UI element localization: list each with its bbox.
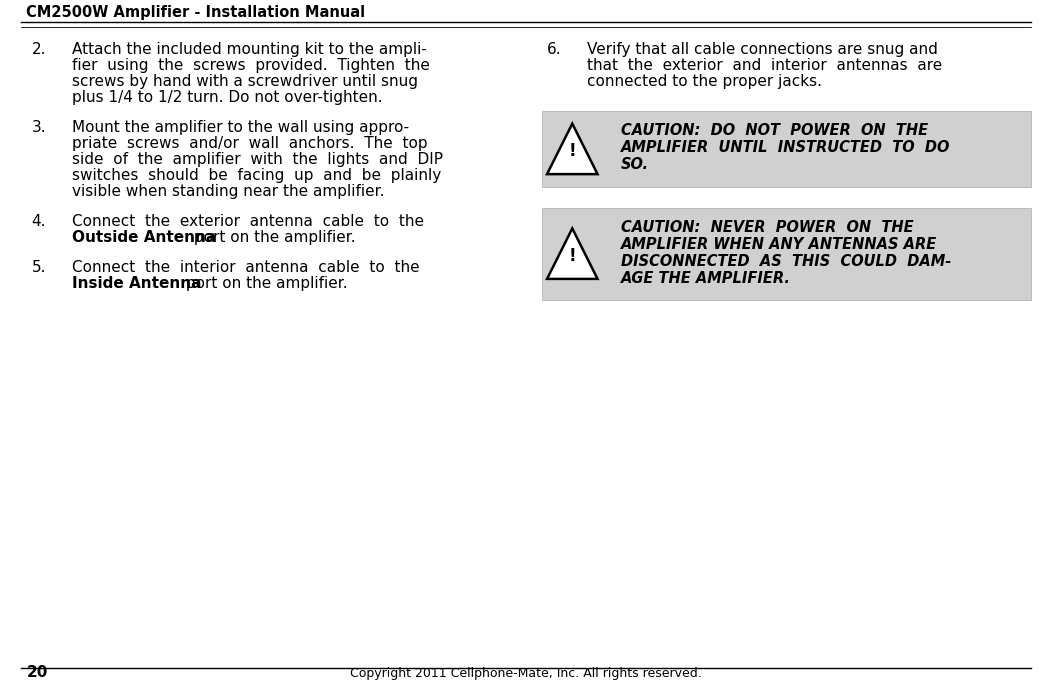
Text: Outside Antenna: Outside Antenna xyxy=(72,230,216,245)
Text: port on the amplifier.: port on the amplifier. xyxy=(188,230,356,245)
Text: Verify that all cable connections are snug and: Verify that all cable connections are sn… xyxy=(587,42,938,57)
Text: 6.: 6. xyxy=(547,42,562,57)
Text: !: ! xyxy=(568,142,576,160)
Polygon shape xyxy=(547,124,598,174)
Text: fier  using  the  screws  provided.  Tighten  the: fier using the screws provided. Tighten … xyxy=(72,58,429,73)
Text: DISCONNECTED  AS  THIS  COULD  DAM-: DISCONNECTED AS THIS COULD DAM- xyxy=(621,254,951,269)
Text: priate  screws  and/or  wall  anchors.  The  top: priate screws and/or wall anchors. The t… xyxy=(72,136,427,151)
Text: 2.: 2. xyxy=(32,42,46,57)
Text: side  of  the  amplifier  with  the  lights  and  DIP: side of the amplifier with the lights an… xyxy=(72,152,443,167)
FancyBboxPatch shape xyxy=(542,208,1031,300)
Text: that  the  exterior  and  interior  antennas  are: that the exterior and interior antennas … xyxy=(587,58,943,73)
Text: 5.: 5. xyxy=(32,260,46,275)
Text: connected to the proper jacks.: connected to the proper jacks. xyxy=(587,74,822,89)
Text: AMPLIFIER  UNTIL  INSTRUCTED  TO  DO: AMPLIFIER UNTIL INSTRUCTED TO DO xyxy=(621,140,950,155)
FancyBboxPatch shape xyxy=(542,111,1031,187)
Text: port on the amplifier.: port on the amplifier. xyxy=(181,276,347,291)
Text: 4.: 4. xyxy=(32,214,46,229)
Text: Inside Antenna: Inside Antenna xyxy=(72,276,201,291)
Text: visible when standing near the amplifier.: visible when standing near the amplifier… xyxy=(72,184,384,199)
Text: Copyright 2011 Cellphone-Mate, Inc. All rights reserved.: Copyright 2011 Cellphone-Mate, Inc. All … xyxy=(350,667,702,680)
Text: Connect  the  interior  antenna  cable  to  the: Connect the interior antenna cable to th… xyxy=(72,260,419,275)
Text: CAUTION:  NEVER  POWER  ON  THE: CAUTION: NEVER POWER ON THE xyxy=(621,220,913,235)
Text: Attach the included mounting kit to the ampli-: Attach the included mounting kit to the … xyxy=(72,42,426,57)
Text: AMPLIFIER WHEN ANY ANTENNAS ARE: AMPLIFIER WHEN ANY ANTENNAS ARE xyxy=(621,237,937,252)
Text: Mount the amplifier to the wall using appro-: Mount the amplifier to the wall using ap… xyxy=(72,120,408,135)
Text: !: ! xyxy=(568,247,576,265)
Polygon shape xyxy=(547,228,598,279)
Text: Connect  the  exterior  antenna  cable  to  the: Connect the exterior antenna cable to th… xyxy=(72,214,424,229)
Text: CM2500W Amplifier - Installation Manual: CM2500W Amplifier - Installation Manual xyxy=(26,5,365,20)
Text: 3.: 3. xyxy=(32,120,46,135)
Text: 20: 20 xyxy=(26,665,47,680)
Text: SO.: SO. xyxy=(621,157,649,172)
Text: screws by hand with a screwdriver until snug: screws by hand with a screwdriver until … xyxy=(72,74,418,89)
Text: switches  should  be  facing  up  and  be  plainly: switches should be facing up and be plai… xyxy=(72,168,441,183)
Text: AGE THE AMPLIFIER.: AGE THE AMPLIFIER. xyxy=(621,271,790,286)
Text: CAUTION:  DO  NOT  POWER  ON  THE: CAUTION: DO NOT POWER ON THE xyxy=(621,124,928,139)
Text: plus 1/4 to 1/2 turn. Do not over-tighten.: plus 1/4 to 1/2 turn. Do not over-tighte… xyxy=(72,90,382,105)
